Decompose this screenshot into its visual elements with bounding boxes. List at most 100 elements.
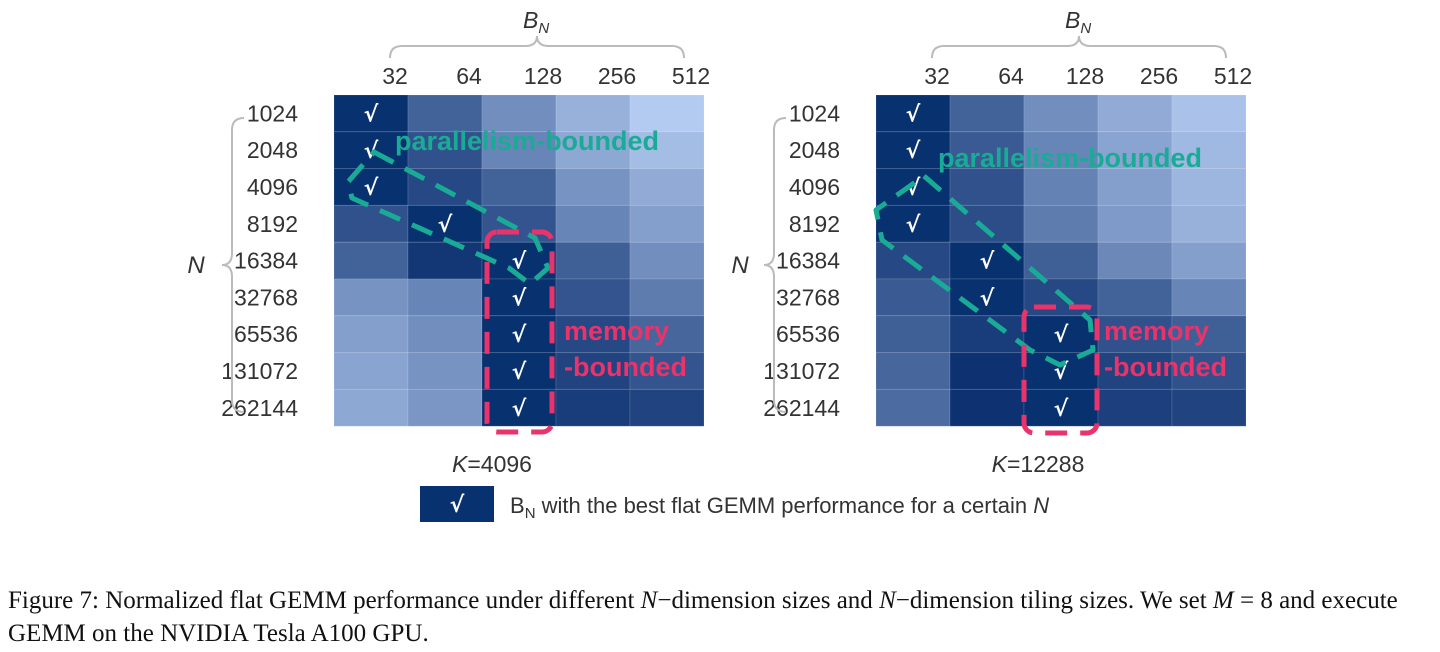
heatmap-cell (1171, 352, 1247, 390)
check-icon: √ (980, 250, 995, 275)
best-cell (1023, 315, 1099, 354)
x-tick-label: 512 (672, 63, 710, 89)
x-axis-label: BN (1065, 7, 1091, 37)
panel-title-var: K (452, 451, 469, 477)
legend-check-icon: √ (450, 493, 465, 518)
heatmap-cell (1097, 131, 1173, 170)
heatmap-cell (949, 352, 1025, 390)
heatmap-panel-k12288: √√√√√√√√√32 64 128 256 512102420484096819216… (731, 7, 1252, 477)
x-brace (931, 35, 1227, 59)
heatmap-cell (481, 168, 557, 206)
heatmap-cell (333, 278, 409, 317)
best-cell (875, 94, 951, 133)
y-axis-label: N (731, 252, 749, 279)
heatmap-cell (1097, 315, 1173, 354)
check-icon: √ (512, 323, 527, 348)
x-axis-sub: N (1080, 20, 1091, 37)
heatmap-cell (333, 241, 409, 280)
check-icon: √ (1054, 397, 1069, 422)
check-icon: √ (906, 176, 921, 201)
heatmap-cell (949, 168, 1025, 206)
legend-desc: with the best flat GEMM performance for … (536, 493, 1034, 518)
memory-bounded-label-2: -bounded (1104, 352, 1227, 382)
heatmap-cell (1171, 131, 1247, 170)
check-icon: √ (906, 139, 921, 164)
legend-tail: N (1033, 493, 1049, 518)
y-tick-label: 16384 (234, 248, 298, 274)
y-tick-label: 32768 (776, 284, 840, 310)
y-axis-label: N (187, 252, 205, 279)
memory-bounded-label-2: -bounded (564, 352, 687, 382)
legend-swatch (420, 486, 494, 522)
heatmap-cell (629, 204, 705, 243)
heatmap-cell (407, 278, 483, 317)
heatmap-cell (333, 204, 409, 243)
heatmap-cell (1171, 168, 1247, 206)
y-tick-label: 4096 (789, 174, 840, 200)
memory-bounded-label-1: memory (1104, 316, 1209, 346)
y-tick-label: 32768 (234, 284, 298, 310)
panel-title: K=4096 (452, 451, 532, 477)
heatmap-cell (1171, 204, 1247, 243)
x-axis-label: BN (523, 7, 549, 37)
x-tick-label: 128 (524, 63, 562, 89)
best-cell (1023, 352, 1099, 390)
x-brace (389, 35, 685, 59)
heatmap-panel-k4096: √√√√√√√√√32 64 128 256 512102420484096819216… (187, 7, 710, 477)
check-icon: √ (906, 213, 921, 238)
heatmap-cell (555, 168, 631, 206)
heatmap-cell (1023, 168, 1099, 206)
heatmap-cell (407, 315, 483, 354)
parallelism-bounded-label: parallelism-bounded (938, 143, 1202, 173)
heatmap-cell (949, 388, 1025, 427)
x-tick-label: 64 (456, 63, 482, 89)
x-tick-label: 32 (924, 63, 950, 89)
best-cell (333, 168, 409, 206)
x-tick-label: 128 (1066, 63, 1104, 89)
parallelism-region-outline (873, 173, 1096, 368)
caption-part-3: −dimension tiling sizes. We set (895, 587, 1213, 614)
heatmap-cell (407, 131, 483, 170)
y-tick-label: 8192 (247, 211, 298, 237)
best-cell (949, 241, 1025, 280)
heatmap-cell (555, 315, 631, 354)
heatmap-cell (629, 388, 705, 427)
y-tick-label: 1024 (247, 100, 298, 126)
x-axis-var: B (523, 7, 538, 33)
y-tick-label: 2048 (247, 137, 298, 163)
heatmap-cell (555, 278, 631, 317)
heatmap-cell (333, 352, 409, 390)
legend: √ BN with the best flat GEMM performance… (420, 486, 1049, 522)
heatmap-cell (1023, 131, 1099, 170)
best-cell (1023, 388, 1099, 427)
heatmap-cell (949, 94, 1025, 133)
heatmap-cell (407, 94, 483, 133)
heatmap-cell (555, 352, 631, 390)
panel-title-value: =12288 (1007, 451, 1084, 477)
heatmap-cell (1171, 315, 1247, 354)
x-tick-label: 512 (1214, 63, 1252, 89)
heatmap-cell (555, 131, 631, 170)
y-tick-label: 65536 (234, 321, 298, 347)
heatmap-cell (407, 352, 483, 390)
panel-title-value: =4096 (467, 451, 532, 477)
check-icon: √ (438, 213, 453, 238)
caption-var-3: M (1212, 587, 1234, 614)
figure-canvas: √√√√√√√√√32 64 128 256 512102420484096819216… (187, 7, 1252, 522)
heatmap-cell (481, 131, 557, 170)
x-tick-label: 64 (998, 63, 1024, 89)
check-icon: √ (364, 102, 379, 127)
parallelism-bounded-label: parallelism-bounded (395, 126, 659, 156)
check-icon: √ (512, 250, 527, 275)
heatmap-cell (1097, 388, 1173, 427)
y-tick-label: 65536 (776, 321, 840, 347)
heatmap-cell (1171, 388, 1247, 427)
y-tick-label: 8192 (789, 211, 840, 237)
check-icon: √ (364, 176, 379, 201)
y-brace (221, 117, 245, 413)
heatmap-cell (407, 388, 483, 427)
caption-part-2: −dimension sizes and (657, 587, 880, 614)
y-tick-label: 131072 (763, 358, 840, 384)
y-tick-label: 131072 (221, 358, 298, 384)
y-tick-label: 2048 (789, 137, 840, 163)
